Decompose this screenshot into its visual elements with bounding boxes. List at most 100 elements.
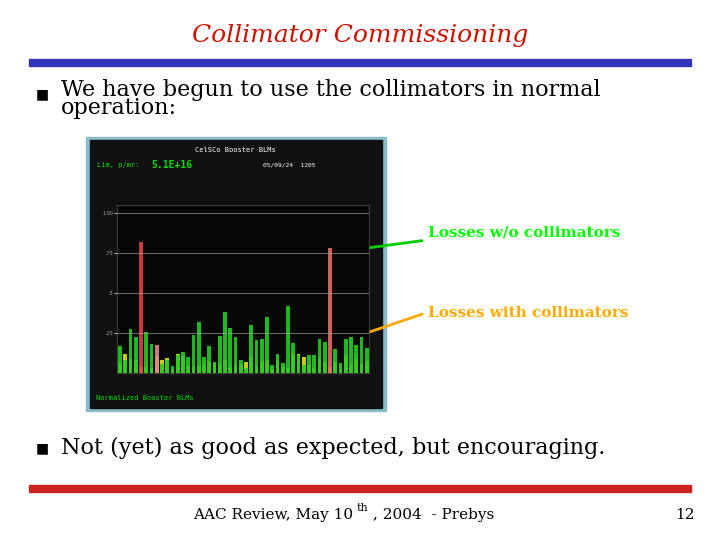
Bar (171, 366, 174, 373)
Bar (270, 369, 274, 373)
Bar (365, 361, 369, 373)
Bar (202, 356, 206, 373)
Bar (270, 365, 274, 373)
Bar (176, 354, 180, 373)
Bar (181, 356, 185, 373)
Bar (118, 363, 122, 373)
Bar (292, 343, 295, 373)
Bar (302, 356, 306, 373)
Bar (307, 364, 311, 373)
Bar (318, 359, 321, 373)
Bar (276, 354, 279, 373)
Bar (217, 364, 222, 373)
Bar (197, 367, 201, 373)
Text: operation:: operation: (61, 97, 177, 119)
Text: AAC Review, May 10: AAC Review, May 10 (193, 508, 353, 522)
Bar (228, 328, 233, 373)
Bar (292, 354, 295, 373)
Bar (354, 346, 359, 373)
Bar (139, 367, 143, 373)
Bar (181, 352, 185, 373)
Bar (302, 365, 306, 373)
Text: CelSCo Booster BLMs: CelSCo Booster BLMs (195, 147, 276, 153)
Bar (217, 336, 222, 373)
Bar (307, 355, 311, 373)
Bar (349, 338, 353, 373)
Bar (176, 355, 180, 373)
Bar (323, 362, 327, 373)
Text: Normalized Booster BLMs: Normalized Booster BLMs (96, 395, 194, 401)
Bar (254, 340, 258, 373)
Bar (365, 348, 369, 373)
Bar (155, 346, 158, 373)
Bar (260, 339, 264, 373)
Bar (86, 137, 386, 411)
Bar (144, 367, 148, 373)
Bar (197, 322, 201, 373)
Bar (123, 360, 127, 373)
Bar (343, 339, 348, 373)
Text: 5.1E+16: 5.1E+16 (151, 160, 192, 170)
Bar (359, 364, 364, 373)
Bar (128, 329, 132, 373)
Bar (223, 312, 227, 373)
Bar (134, 360, 138, 373)
Bar (118, 346, 122, 373)
Text: We have begun to use the collimators in normal: We have begun to use the collimators in … (61, 79, 600, 101)
Text: 05/09/24  1205: 05/09/24 1205 (263, 162, 315, 167)
Bar (281, 363, 284, 373)
Bar (297, 354, 300, 373)
Bar (155, 356, 158, 373)
Bar (260, 361, 264, 373)
Bar (333, 361, 337, 373)
Text: Not (yet) as good as expected, but encouraging.: Not (yet) as good as expected, but encou… (61, 437, 606, 459)
Bar (207, 346, 211, 373)
FancyBboxPatch shape (173, 235, 263, 267)
Bar (349, 365, 353, 373)
Bar (207, 361, 211, 373)
Bar (312, 368, 316, 373)
Bar (150, 344, 153, 373)
Bar (228, 367, 233, 373)
Bar (186, 357, 190, 373)
Bar (286, 368, 290, 373)
Bar (192, 367, 195, 373)
Bar (328, 248, 332, 373)
Bar (233, 364, 238, 373)
Bar (239, 360, 243, 373)
Text: ■: ■ (36, 441, 49, 455)
Text: Losses w/o collimators: Losses w/o collimators (428, 225, 621, 239)
Text: 12: 12 (675, 508, 695, 522)
Bar (244, 368, 248, 373)
Bar (312, 355, 316, 373)
Text: ■: ■ (36, 87, 49, 102)
Bar (90, 140, 382, 408)
Bar (192, 335, 195, 373)
Bar (212, 362, 217, 373)
Bar (160, 364, 164, 373)
Bar (338, 363, 343, 373)
Bar (276, 360, 279, 373)
Text: th: th (356, 503, 368, 513)
Bar (354, 359, 359, 373)
Bar (186, 366, 190, 373)
Bar (212, 362, 217, 373)
Bar (338, 369, 343, 373)
Text: Collimator Commissioning: Collimator Commissioning (192, 24, 528, 46)
Bar (150, 368, 153, 373)
Text: Lim, p/mr:: Lim, p/mr: (97, 161, 140, 168)
Text: RF Region: RF Region (177, 244, 258, 258)
Bar (323, 342, 327, 373)
Bar (202, 364, 206, 373)
Bar (297, 355, 300, 373)
Bar (128, 357, 132, 373)
Bar (249, 325, 253, 373)
Bar (134, 337, 138, 373)
Text: , 2004  - Prebys: , 2004 - Prebys (373, 508, 494, 522)
Bar (139, 242, 143, 373)
Bar (265, 317, 269, 373)
Bar (29, 59, 691, 66)
Bar (249, 357, 253, 373)
Text: Losses with collimators: Losses with collimators (428, 306, 629, 320)
Bar (254, 366, 258, 373)
